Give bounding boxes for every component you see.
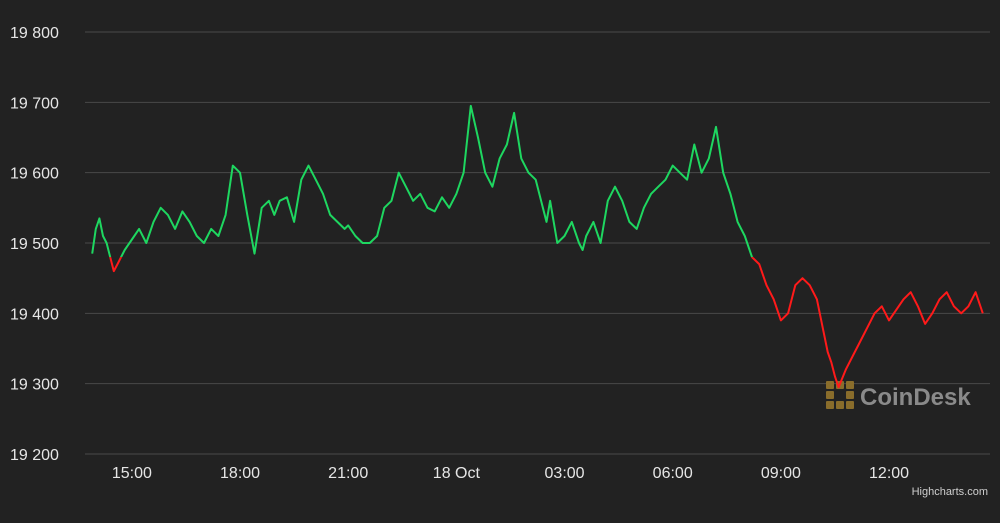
x-tick-label: 12:00 (869, 465, 909, 482)
series-line-below-threshold (109, 257, 984, 389)
coindesk-logo-icon (826, 381, 854, 409)
y-tick-label: 19 300 (10, 377, 59, 394)
coindesk-wordmark: CoinDesk (860, 384, 971, 411)
highcharts-credit[interactable]: Highcharts.com (912, 486, 988, 498)
y-tick-label: 19 600 (10, 166, 59, 183)
y-tick-label: 19 800 (10, 25, 59, 42)
x-tick-label: 15:00 (112, 465, 152, 482)
x-axis-labels: 15:00 18:00 21:00 18 Oct 03:00 06:00 09:00 12:0… (112, 465, 909, 482)
y-tick-label: 19 500 (10, 236, 59, 253)
x-tick-label: 03:00 (545, 465, 585, 482)
y-axis-labels: 19 200 19 300 19 400 19 500 19 600 19 700 19 8… (10, 25, 59, 464)
y-tick-label: 19 200 (10, 447, 59, 464)
y-tick-label: 19 400 (10, 306, 59, 323)
x-tick-label: 21:00 (328, 465, 368, 482)
x-tick-label: 18:00 (220, 465, 260, 482)
coindesk-watermark: CoinDesk (826, 381, 971, 411)
y-tick-label: 19 700 (10, 95, 59, 112)
x-tick-label: 09:00 (761, 465, 801, 482)
grid-lines (85, 31, 990, 455)
x-tick-label: 18 Oct (433, 465, 481, 482)
series-line-above-threshold (91, 104, 754, 258)
x-tick-label: 06:00 (653, 465, 693, 482)
